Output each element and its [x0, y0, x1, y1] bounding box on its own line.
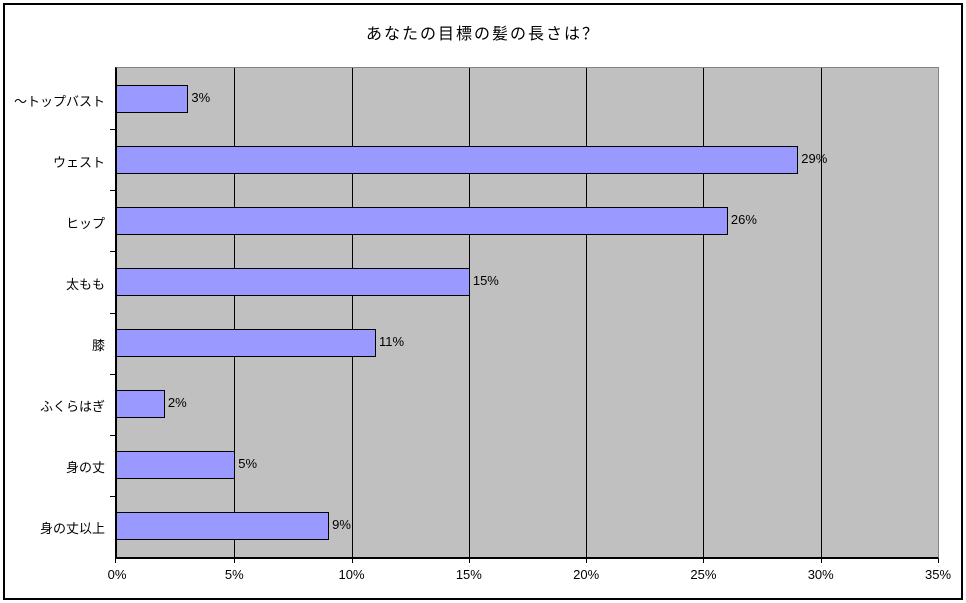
gridline	[703, 68, 705, 557]
category-label: ヒップ	[65, 215, 105, 231]
gridline	[586, 68, 588, 557]
x-axis-tick	[234, 559, 236, 563]
x-axis-tick	[938, 559, 939, 563]
gridline	[234, 68, 236, 557]
category-label: ウェスト	[52, 154, 105, 170]
bar-value-label: 2%	[167, 395, 187, 411]
bar-5	[117, 390, 165, 419]
bar-value-label: 15%	[472, 272, 499, 288]
x-axis-tick	[586, 559, 588, 563]
x-tick-label: 20%	[573, 567, 600, 582]
y-axis-tick	[110, 312, 115, 314]
y-axis-tick	[110, 190, 115, 192]
category-label: 身の丈	[65, 460, 105, 476]
y-axis-tick	[110, 251, 115, 253]
x-tick-label: 30%	[807, 567, 834, 582]
x-tick-label: 35%	[924, 567, 952, 582]
gridline	[351, 68, 353, 557]
category-label: 膝	[91, 338, 105, 354]
category-label: 太もも	[65, 276, 105, 292]
gridline	[820, 68, 822, 557]
x-tick-label: 25%	[690, 567, 717, 582]
bar-value-label: 11%	[379, 334, 405, 350]
bar-value-label: 29%	[801, 150, 828, 166]
bar-value-label: 26%	[730, 211, 757, 227]
y-axis-tick	[110, 434, 115, 436]
bar-value-label: 3%	[191, 89, 211, 105]
y-axis-tick	[110, 495, 115, 497]
x-axis-tick	[468, 559, 470, 563]
bar-3	[117, 267, 470, 296]
y-axis-tick	[110, 373, 115, 375]
bar-0	[117, 84, 189, 113]
y-axis-tick	[110, 129, 115, 131]
bar-1	[117, 145, 799, 174]
category-label: ～トップバスト	[13, 93, 105, 109]
category-label: ふくらはぎ	[39, 399, 105, 415]
chart-title: あなたの目標の髪の長さは？	[365, 26, 600, 43]
bar-2	[117, 206, 728, 235]
x-tick-label: 5%	[224, 567, 244, 582]
gridline	[468, 68, 470, 557]
x-tick-label: 15%	[455, 567, 482, 582]
bar-value-label: 5%	[238, 456, 258, 472]
x-tick-label: 10%	[338, 567, 365, 582]
x-axis-tick	[351, 559, 353, 563]
x-axis-tick	[703, 559, 705, 563]
category-label: 身の丈以上	[39, 521, 105, 537]
x-axis-tick	[115, 559, 116, 563]
bar-4	[117, 329, 377, 358]
bar-value-label: 9%	[332, 517, 351, 533]
plot-area: 3% 29% 26% 15% 11% 2% 5% 9%	[110, 67, 939, 563]
bar-6	[117, 451, 236, 480]
bar-7	[117, 512, 330, 541]
x-tick-label: 0%	[107, 567, 127, 582]
x-axis-tick	[820, 559, 822, 563]
